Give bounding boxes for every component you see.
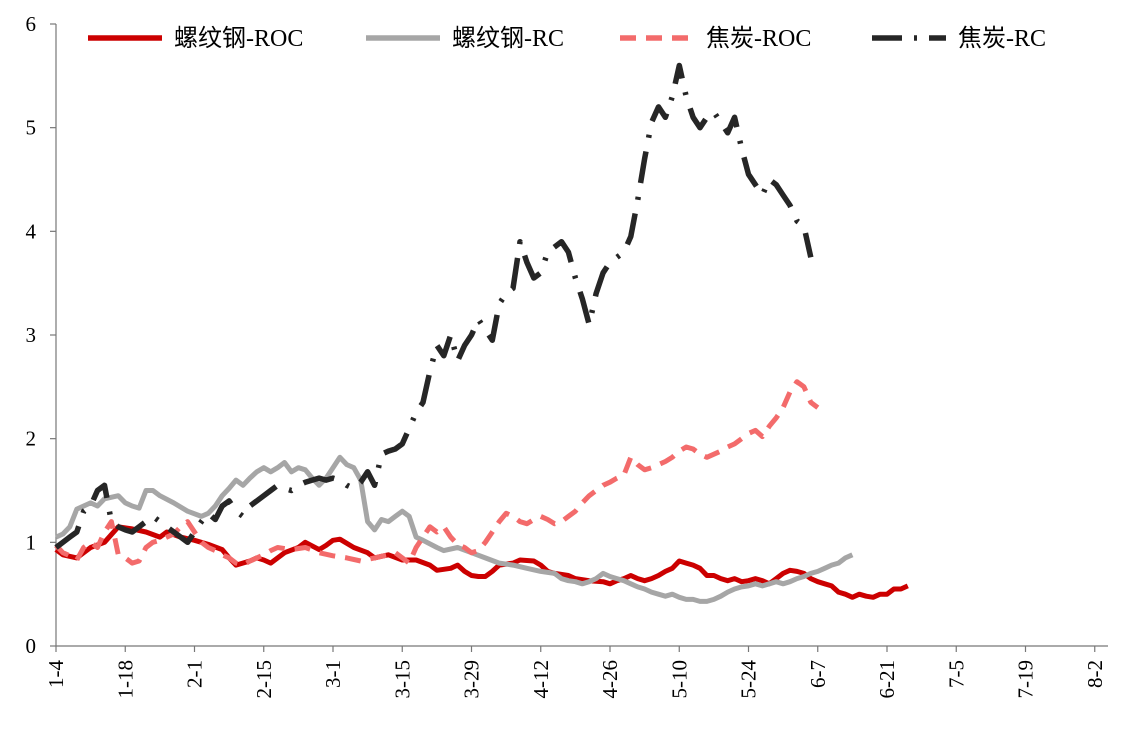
x-tick-label: 1-18: [113, 660, 137, 699]
legend-label-1: 螺纹钢-RC: [452, 25, 564, 52]
x-tick-label: 3-29: [460, 660, 484, 699]
series-line-3: [54, 62, 814, 550]
y-tick-label: 1: [26, 530, 37, 554]
series-line-2: [54, 379, 820, 568]
legend-label-3: 焦炭-RC: [958, 25, 1046, 52]
series-line-1: [54, 454, 854, 604]
y-tick-label: 6: [26, 12, 37, 36]
x-tick-label: 1-4: [44, 660, 68, 688]
y-tick-label: 5: [26, 116, 37, 140]
y-tick-label: 4: [26, 219, 37, 243]
x-tick-label: 2-1: [183, 660, 207, 688]
chart-axes: 0 1 2 3 4 5 6 1-4 1-18 2-1 2-15 3-1 3-15 3-29 4-12 4-26…: [26, 12, 1108, 699]
x-tick-label: 8-2: [1083, 660, 1107, 688]
x-tick-label: 5-10: [667, 660, 691, 699]
legend-label-0: 螺纹钢-ROC: [174, 25, 303, 52]
y-tick-label: 3: [26, 323, 37, 347]
x-tick-label: 4-26: [598, 660, 622, 699]
x-tick-label: 2-15: [252, 660, 276, 699]
x-tick-label: 4-12: [529, 660, 553, 699]
x-tick-label: 7-19: [1014, 660, 1038, 699]
x-tick-label: 3-1: [321, 660, 345, 688]
series-layer: [54, 62, 909, 604]
x-tick-label: 6-7: [806, 660, 830, 688]
x-tick-label: 6-21: [875, 660, 899, 699]
y-tick-label: 2: [26, 427, 37, 451]
y-tick-label: 0: [26, 634, 37, 658]
chart-legend: 螺纹钢-ROC 螺纹钢-RC 焦炭-ROC 焦炭-RC: [88, 25, 1046, 52]
x-tick-label: 3-15: [390, 660, 414, 699]
x-tick-label: 7-5: [944, 660, 968, 688]
x-tick-label: 5-24: [737, 660, 761, 699]
legend-label-2: 焦炭-ROC: [706, 25, 811, 52]
